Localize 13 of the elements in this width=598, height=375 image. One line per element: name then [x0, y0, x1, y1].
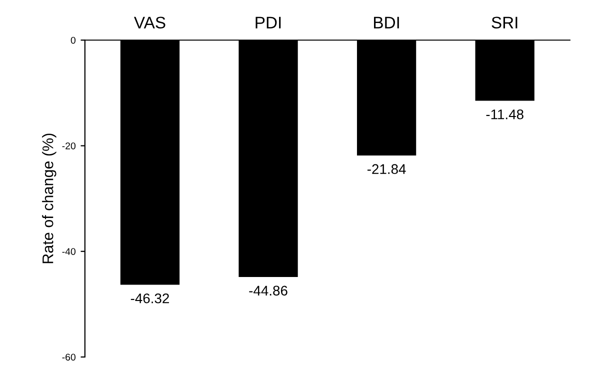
- y-tick-label: -60: [62, 354, 76, 361]
- y-tick-label: -20: [62, 142, 76, 150]
- data-label: -11.48: [486, 109, 524, 120]
- y-tick-label: 0: [70, 36, 76, 44]
- data-label: -21.84: [367, 164, 406, 174]
- x-tick-label: VAS: [134, 16, 166, 28]
- data-label: -44.86: [249, 286, 288, 296]
- x-tick-label: PDI: [256, 16, 281, 28]
- x-tick-label: BDI: [374, 16, 399, 28]
- y-axis-title: Rate of change (%): [42, 134, 56, 264]
- y-tick-label: -40: [62, 248, 76, 255]
- x-tick-label: SRI: [492, 16, 518, 28]
- data-label: -46.32: [130, 293, 169, 304]
